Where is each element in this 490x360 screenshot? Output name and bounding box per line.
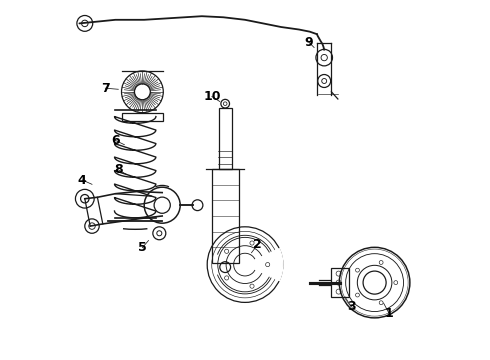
Text: 6: 6 <box>111 134 120 147</box>
Text: 1: 1 <box>385 307 393 320</box>
Text: 9: 9 <box>305 36 314 49</box>
Bar <box>122 113 163 121</box>
Text: 3: 3 <box>347 300 356 313</box>
Text: 5: 5 <box>138 241 147 254</box>
Text: 10: 10 <box>203 90 220 103</box>
Text: 7: 7 <box>101 82 110 95</box>
Bar <box>212 169 239 263</box>
Text: 8: 8 <box>114 163 122 176</box>
Bar <box>219 108 232 169</box>
Text: 2: 2 <box>253 238 262 251</box>
Bar <box>331 268 349 297</box>
Text: 4: 4 <box>78 174 87 186</box>
Wedge shape <box>245 249 283 280</box>
